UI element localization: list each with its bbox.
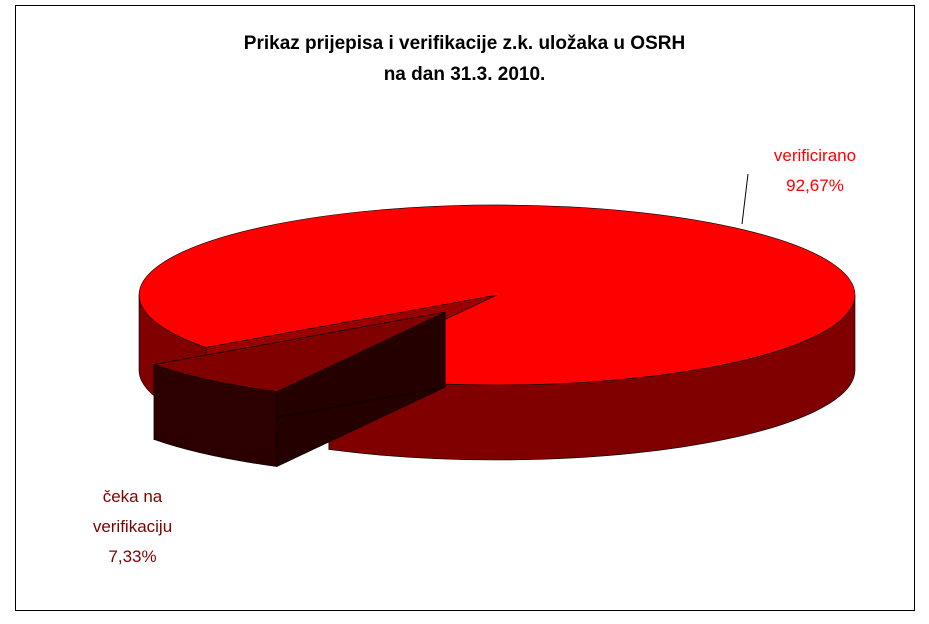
pie-slice	[152, 311, 446, 392]
category-label: verificirano	[773, 146, 857, 165]
slice-label: verificirano 92,67%	[755, 141, 875, 201]
pie-slice	[138, 204, 856, 386]
chart-title: Prikaz prijepisa i verifikacije z.k. ulo…	[243, 33, 686, 54]
pie	[138, 204, 856, 468]
value-label: 7,33%	[108, 547, 157, 566]
slice-label: čeka na verifikaciju 7,33%	[75, 482, 190, 572]
leader-line	[741, 173, 749, 225]
value-label: 92,67%	[786, 176, 844, 195]
chart-subtitle: na dan 31.3. 2010.	[383, 64, 546, 85]
category-label: čeka na verifikaciju	[92, 487, 173, 536]
